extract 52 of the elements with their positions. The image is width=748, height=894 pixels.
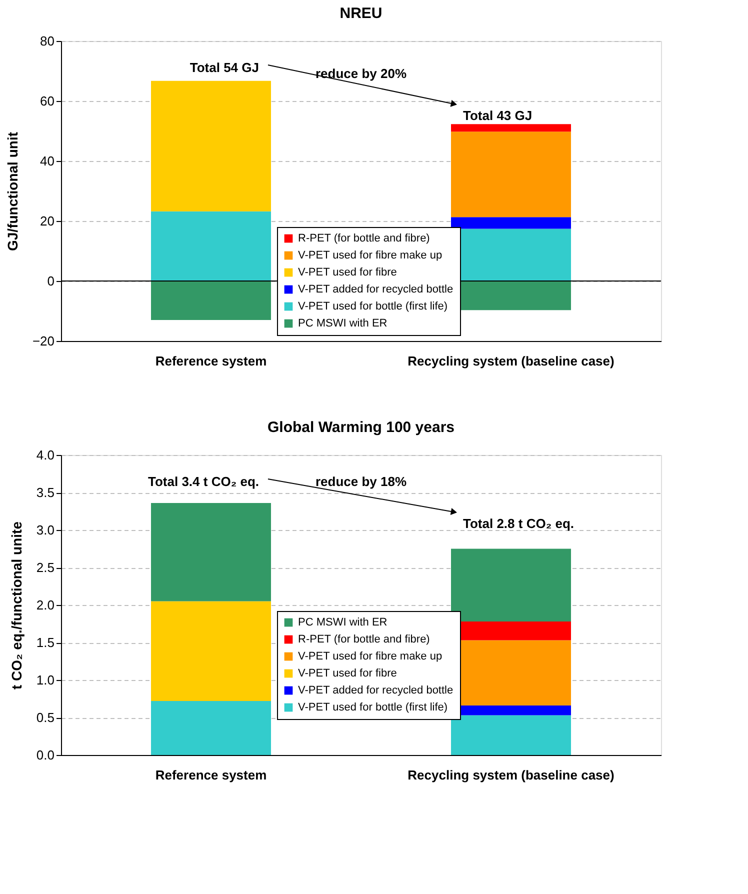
y-axis-title: t CO₂ eq./functional unite xyxy=(8,521,24,690)
bar xyxy=(451,715,571,755)
y-tick-label: 80 xyxy=(40,34,54,48)
y-tick-label: 0.0 xyxy=(36,748,54,762)
bar xyxy=(151,211,271,281)
legend-label: V-PET added for recycled bottle xyxy=(298,684,454,696)
legend-label: R-PET (for bottle and fibre) xyxy=(298,634,430,646)
annotation: reduce by 20% xyxy=(315,66,407,81)
x-tick-label: Recycling system (baseline case) xyxy=(408,354,614,368)
chart-title: Global Warming 100 years xyxy=(267,419,455,436)
legend-label: V-PET used for bottle (first life) xyxy=(298,300,448,312)
y-tick-label: 4.0 xyxy=(36,448,54,462)
y-tick-label: 0.5 xyxy=(36,710,54,725)
y-tick-label: 2.0 xyxy=(36,598,54,612)
bar xyxy=(151,701,271,755)
y-tick-label: 1.5 xyxy=(36,635,54,650)
x-tick-label: Reference system xyxy=(155,768,267,782)
legend-label: PC MSWI with ER xyxy=(298,616,388,628)
bar xyxy=(151,80,271,212)
legend-label: V-PET used for fibre xyxy=(298,668,397,680)
y-tick-label: 3.0 xyxy=(36,522,54,538)
annotation: Total 43 GJ xyxy=(463,108,532,123)
annotation: Total 2.8 t CO₂ eq. xyxy=(463,516,574,531)
legend-label: PC MSWI with ER xyxy=(298,318,388,330)
legend-label: V-PET used for fibre make up xyxy=(298,250,442,262)
x-tick-label: Reference system xyxy=(155,354,267,368)
legend-label: V-PET used for bottle (first life) xyxy=(298,702,448,714)
legend-label: V-PET added for recycled bottle xyxy=(298,284,454,296)
bar xyxy=(451,548,571,622)
legend-label: V-PET used for fibre make up xyxy=(298,650,442,662)
y-tick-label: 0 xyxy=(47,274,54,288)
legend-label: R-PET (for bottle and fibre) xyxy=(298,232,430,244)
bar xyxy=(451,124,571,132)
bar xyxy=(151,503,271,602)
chart-title: NREU xyxy=(340,5,382,22)
bar xyxy=(451,132,571,218)
y-tick-label: 3.5 xyxy=(36,485,54,500)
y-tick-label: 20 xyxy=(40,214,54,228)
y-tick-label: 40 xyxy=(40,154,54,168)
y-tick-label: 1.0 xyxy=(36,672,54,688)
y-tick-label: −20 xyxy=(32,334,54,348)
x-tick-label: Recycling system (baseline case) xyxy=(408,768,614,782)
annotation: Total 3.4 t CO₂ eq. xyxy=(148,474,259,489)
bar xyxy=(451,217,571,229)
annotation: Total 54 GJ xyxy=(190,60,259,75)
y-tick-label: 60 xyxy=(40,94,54,108)
annotation: reduce by 18% xyxy=(315,474,407,489)
legend-label: V-PET used for fibre xyxy=(298,266,397,278)
y-tick-label: 2.5 xyxy=(36,560,54,575)
bar xyxy=(151,601,271,701)
bar xyxy=(151,281,271,320)
y-axis-title: GJ/functional unit xyxy=(4,132,20,251)
